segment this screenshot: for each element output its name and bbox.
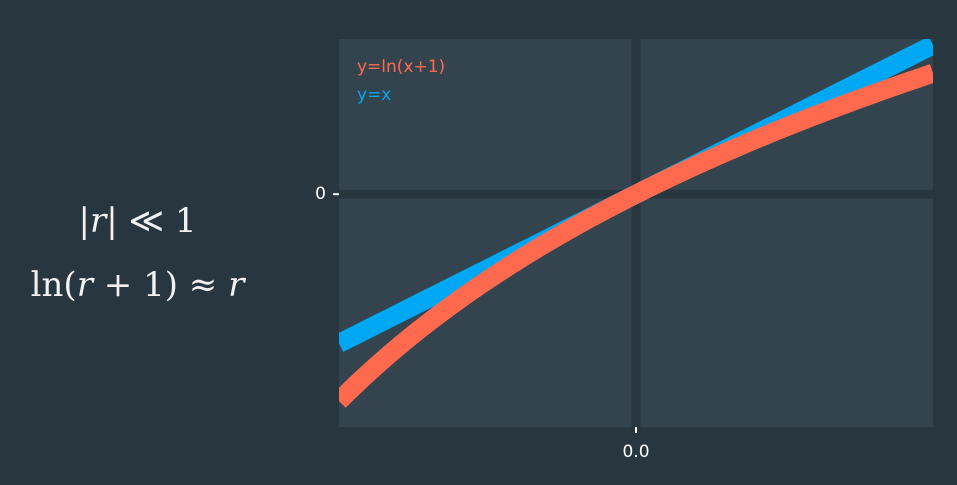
legend-entry-y-ln-x-plus-1: y=ln(x+1) xyxy=(357,57,445,77)
formula-condition-var: r xyxy=(89,201,107,241)
formula-approx-pre: ln( xyxy=(30,265,77,305)
y-tick-label: 0 xyxy=(315,184,326,204)
x-tick-label: 0.0 xyxy=(622,442,649,462)
legend-entry-y-x: y=x xyxy=(357,85,391,105)
formula-approximation: ln(r + 1) ≈ r xyxy=(0,268,275,302)
formula-approx-mid: + 1) ≈ xyxy=(92,265,229,305)
formula-condition: |r| ≪ 1 xyxy=(0,204,275,238)
formula-condition-pre: | xyxy=(78,201,90,241)
formula-condition-post: | ≪ 1 xyxy=(106,201,197,241)
series-line-y-ln-x-plus-1 xyxy=(339,64,933,408)
formula-approx-var1: r xyxy=(76,265,93,305)
formula-approx-var2: r xyxy=(228,265,245,305)
